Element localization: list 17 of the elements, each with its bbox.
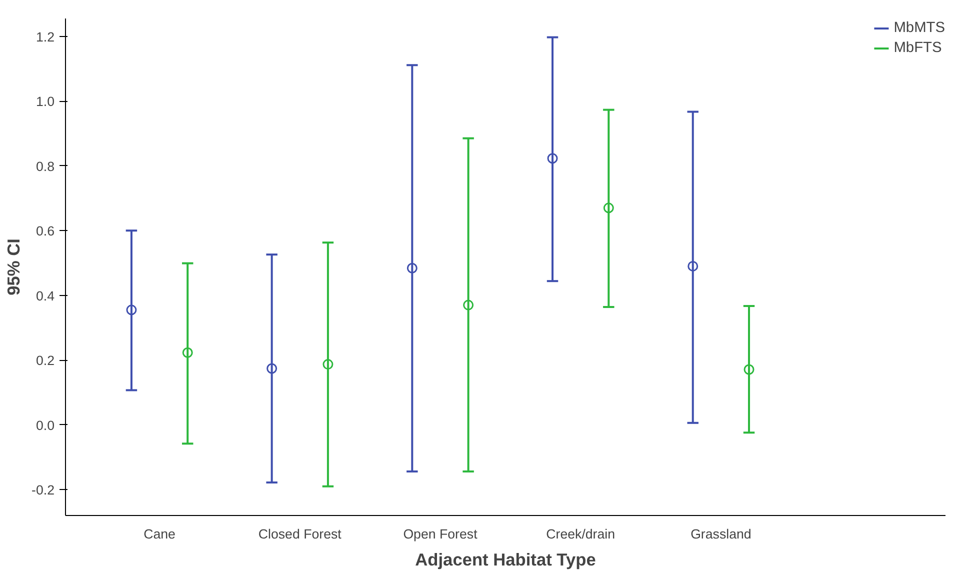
x-tick-label: Closed Forest [258,526,342,542]
x-tick-label: Creek/drain [546,526,616,542]
y-axis-title: 95% CI [4,238,24,296]
x-tick-label: Cane [144,526,176,542]
y-tick-label: 0.6 [36,224,55,239]
x-tick-label: Grassland [690,526,752,542]
y-tick-label: -0.2 [32,482,54,498]
y-tick-label: 0.2 [36,353,55,368]
y-tick-label: 0.8 [36,158,55,174]
x-axis-title: Adjacent Habitat Type [415,550,596,570]
legend-label: MbFTS [894,40,942,56]
y-tick-label: 0.4 [36,288,56,304]
legend-label: MbMTS [894,20,945,36]
x-tick-label: Open Forest [403,526,478,542]
y-tick-label: 1.2 [36,29,55,44]
y-tick-label: 1.0 [36,94,55,110]
y-tick-label: 0.0 [36,418,55,433]
